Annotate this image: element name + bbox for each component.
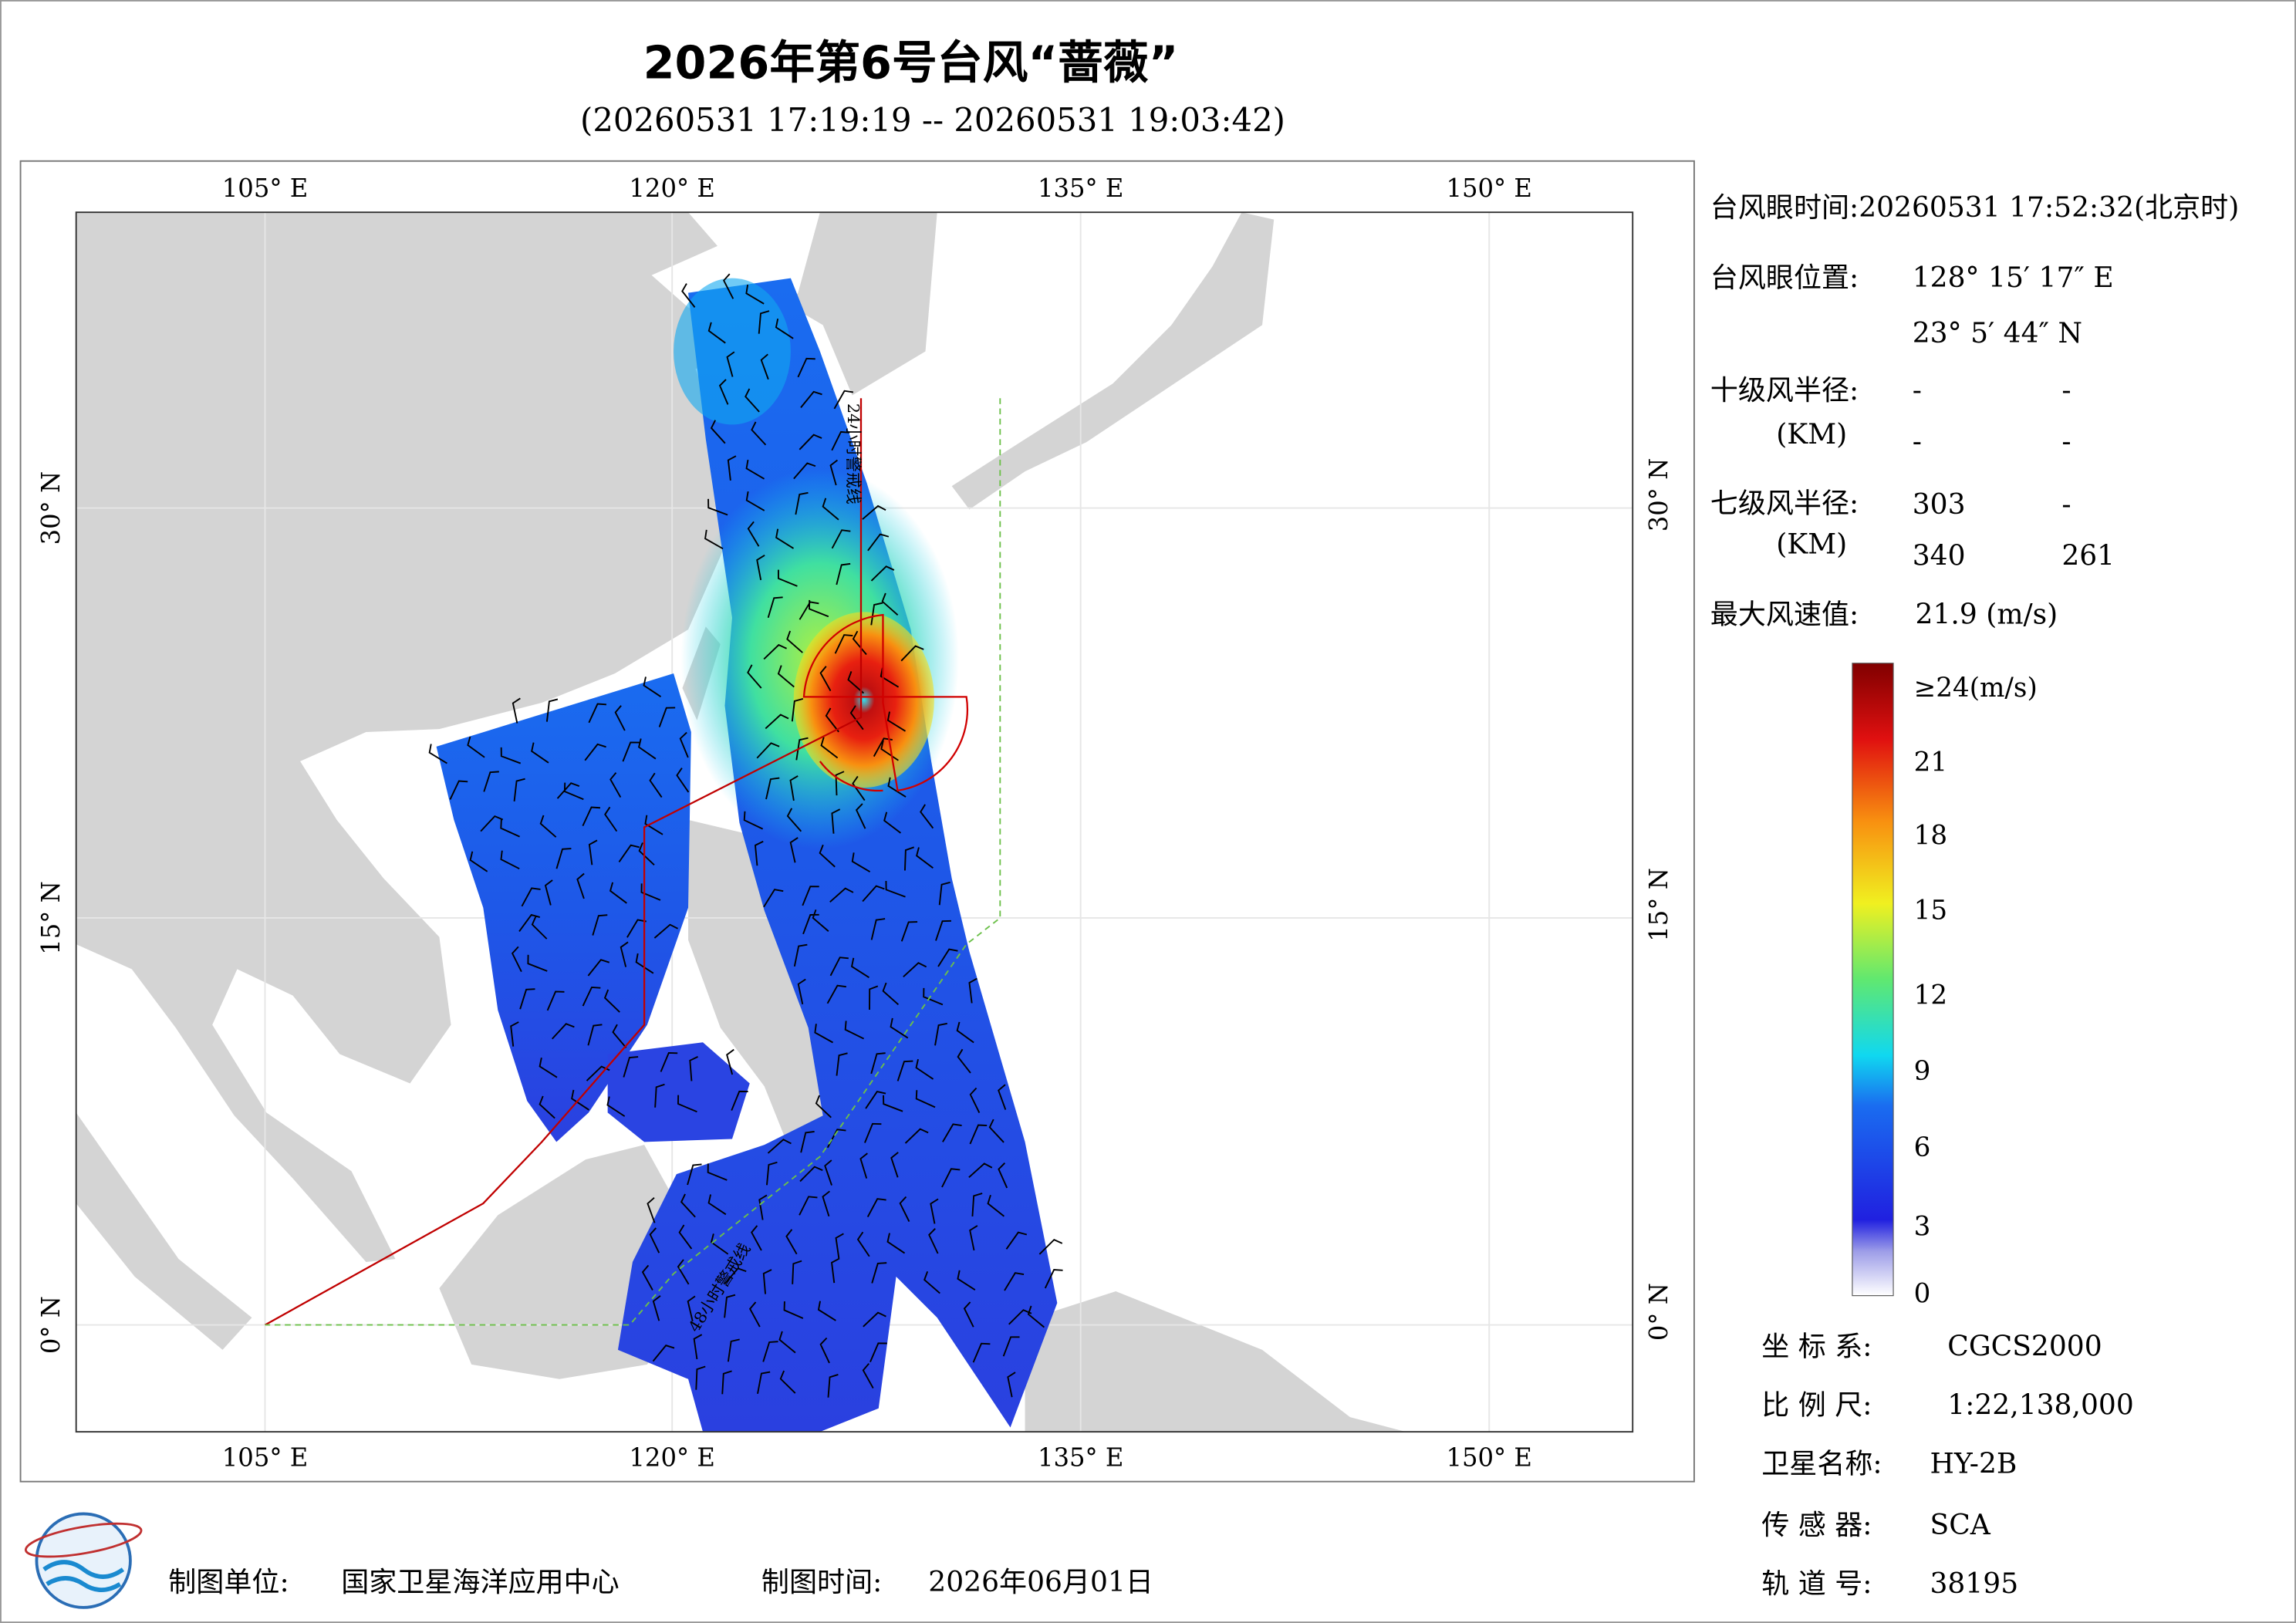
lat-label: 0° N [1644,1283,1673,1341]
lon-label: 120° E [629,1443,714,1473]
value: - [2061,374,2071,407]
colorbar [1852,663,1894,1297]
wind-barb [428,273,1063,1398]
lon-label: 150° E [1446,1443,1531,1473]
axis-labels: 105° E 120° E 135° E 150° E 105° E 120° … [36,174,1673,1472]
title: 2026年第6号台风“蔷薇” [643,36,1179,89]
lon-label: 120° E [629,174,714,203]
value: - [1913,426,1922,458]
label: 十级风半径: [1710,374,1859,407]
colorbar-label: 0 [1914,1279,1931,1310]
meta-value: CGCS2000 [1947,1330,2102,1362]
lat-label: 30° N [1644,458,1673,532]
map-area: 24小时警戒线 48小时警戒线 [76,212,1633,1432]
metadata: 坐 标 系: CGCS2000 比 例 尺: 1:22,138,000 卫星名称… [1761,1330,2134,1599]
colorbar-label: 3 [1914,1211,1931,1242]
colorbar-label: 9 [1914,1056,1931,1087]
unit: (KM) [1776,418,1847,450]
typhoon-info: 台风眼时间:20260531 17:52:32(北京时) 台风眼位置: 128°… [1710,191,2239,631]
lat-label: 0° N [36,1296,66,1354]
eye-time: 台风眼时间:20260531 17:52:32(北京时) [1710,191,2239,224]
lon-label: 135° E [1038,1443,1123,1473]
meta-value: 38195 [1930,1567,2019,1600]
label: 最大风速值: [1710,599,1859,631]
warning-lines [264,398,1001,1326]
meta-value: SCA [1930,1509,1991,1541]
colorbar-label: 18 [1914,821,1947,852]
map-inner-frame [75,211,1634,1433]
footer-label: 制图时间: [761,1566,882,1598]
footer-label: 制图单位: [168,1566,289,1598]
footer: 制图单位: 国家卫星海洋应用中心 制图时间: 2026年06月01日 [168,1566,1153,1598]
colorbar-label: 6 [1914,1132,1931,1163]
colorbar-label: 12 [1914,980,1947,1011]
footer-value: 国家卫星海洋应用中心 [341,1566,619,1598]
colorbar-label: 21 [1914,747,1947,778]
lon-label: 150° E [1446,174,1531,203]
value: 23° 5′ 44″ N [1913,317,2082,349]
value: - [1913,374,1922,407]
colorbar-label: ≥24(m/s) [1914,673,2038,704]
footer-value: 2026年06月01日 [928,1566,1153,1598]
label: 台风眼位置: [1710,262,1859,294]
lat-label: 15° N [1644,868,1673,942]
wind-barbs [428,273,1063,1398]
colorbar-labels: ≥24(m/s) 21 18 15 12 9 6 3 0 [1914,673,2038,1310]
value: - [2061,426,2071,458]
meta-label: 卫星名称: [1761,1447,1882,1480]
meta-label: 轨 道 号: [1761,1567,1872,1600]
subtitle: (20260531 17:19:19 -- 20260531 19:03:42) [580,101,1285,139]
lat-label: 15° N [36,881,66,955]
meta-label: 传 感 器: [1761,1509,1872,1541]
line-label: 24小时警戒线 [844,403,863,504]
meta-value: HY-2B [1930,1447,2017,1480]
label: 七级风半径: [1710,487,1859,519]
value: 303 [1913,488,1966,521]
map-frame [19,160,1695,1483]
lon-label: 105° E [222,174,308,203]
meta-label: 比 例 尺: [1761,1388,1872,1421]
meta-label: 坐 标 系: [1761,1330,1872,1362]
logo [24,1512,143,1609]
value: 340 [1913,540,1966,572]
value: 128° 15′ 17″ E [1913,262,2114,294]
value: 261 [2061,540,2115,572]
meta-value: 1:22,138,000 [1947,1388,2133,1421]
lon-label: 105° E [222,1443,308,1473]
colorbar-label: 15 [1914,895,1947,926]
lon-label: 135° E [1038,174,1123,203]
lat-label: 30° N [36,471,66,545]
unit: (KM) [1776,528,1847,560]
value: 21.9 (m/s) [1916,599,2058,631]
value: - [2061,488,2071,521]
